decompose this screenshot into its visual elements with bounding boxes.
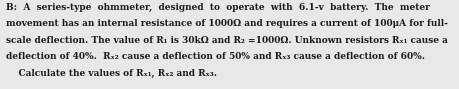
Text: deflection of 40%.  Rₓ₂ cause a deflection of 50% and Rₓ₃ cause a deflection of : deflection of 40%. Rₓ₂ cause a deflectio…	[6, 52, 425, 61]
Text: B:  A  series-type  ohmmeter,  designed  to  operate  with  6.1-v  battery.  The: B: A series-type ohmmeter, designed to o…	[6, 3, 429, 12]
Text: scale deflection. The value of R₁ is 30kΩ and R₂ =1000Ω. Unknown resistors Rₓ₁ c: scale deflection. The value of R₁ is 30k…	[6, 36, 448, 45]
Text: Calculate the values of Rₓ₁, Rₓ₂ and Rₓ₃.: Calculate the values of Rₓ₁, Rₓ₂ and Rₓ₃…	[6, 69, 217, 78]
Text: movement has an internal resistance of 1000Ω and requires a current of 100μA for: movement has an internal resistance of 1…	[6, 19, 448, 28]
